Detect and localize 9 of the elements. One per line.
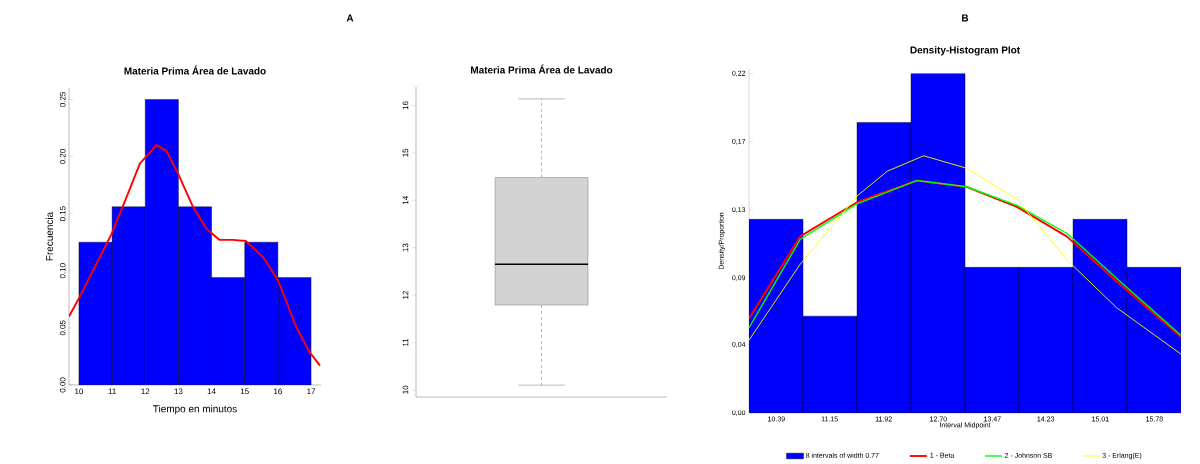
chart-title: Density-Histogram Plot — [910, 46, 1020, 56]
x-axis-title: Tiempo en minutos — [153, 405, 237, 415]
chart-title: Materia Prima Área de Lavado — [124, 65, 266, 75]
chart-title: Materia Prima Área de Lavado — [471, 64, 613, 74]
y-axis-title: Frecuencia — [45, 211, 53, 261]
text: A — [346, 14, 354, 22]
line-series — [749, 155, 1182, 355]
line-series — [69, 144, 321, 367]
text: B — [962, 14, 969, 22]
